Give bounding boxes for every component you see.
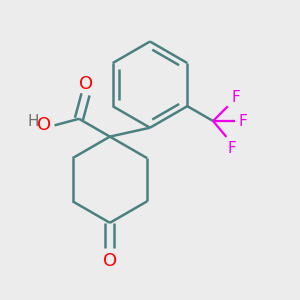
Text: F: F <box>228 141 237 156</box>
Text: O: O <box>103 252 117 270</box>
Text: F: F <box>239 113 248 128</box>
Text: O: O <box>38 116 52 134</box>
Text: F: F <box>231 90 240 105</box>
Text: O: O <box>79 75 93 93</box>
Text: H: H <box>27 114 39 129</box>
